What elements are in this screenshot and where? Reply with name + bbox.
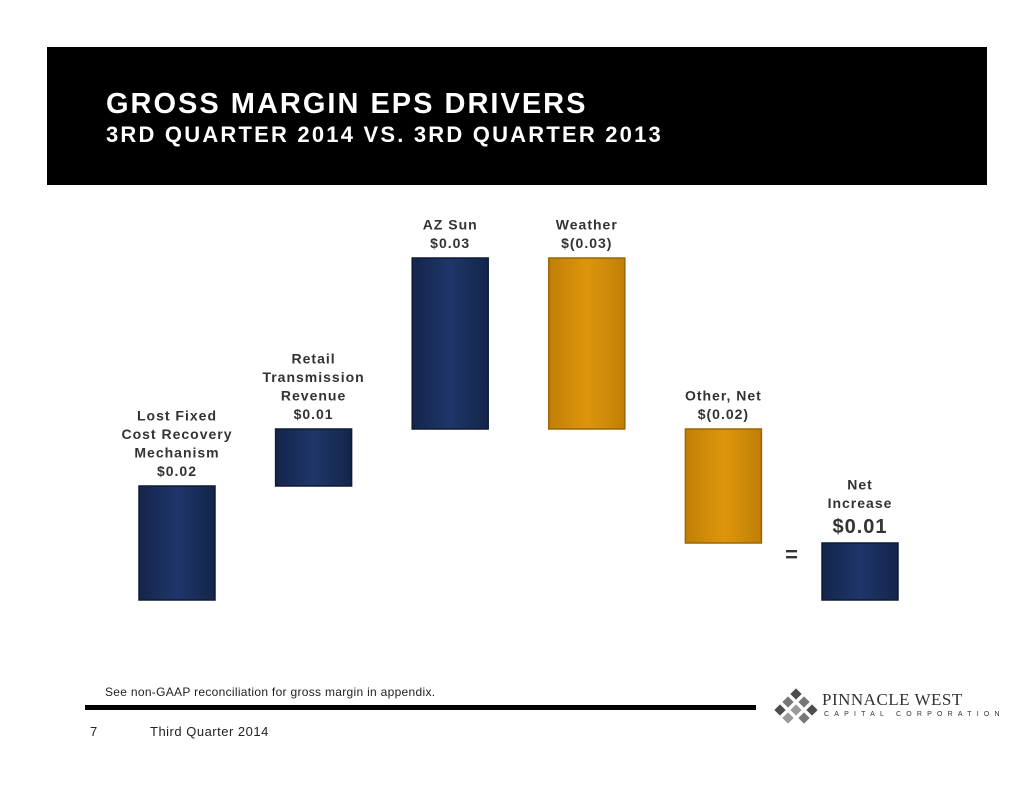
company-logo: PINNACLE WEST CAPITAL CORPORATION (770, 688, 1000, 728)
bar-category-label-5-1: Increase (828, 495, 893, 511)
bar-4 (684, 428, 763, 544)
bar-category-label-1-2: Revenue (281, 388, 346, 404)
bar-0 (138, 485, 216, 601)
bar-value-label-0: $0.02 (157, 463, 197, 479)
bar-1 (274, 428, 353, 487)
footer-rule (85, 705, 756, 710)
page-subtitle: 3RD QUARTER 2014 VS. 3RD QUARTER 2013 (106, 122, 663, 147)
bar-value-label-1: $0.01 (294, 406, 334, 422)
non-gaap-note: See non-GAAP reconciliation for gross ma… (105, 685, 436, 699)
bar-5 (821, 542, 899, 601)
bar-2 (411, 257, 489, 430)
eps-waterfall-chart: $0.02 Mechanism Cost Recovery Lost Fixed $0.… (121, 217, 899, 601)
bar-category-label-2-0: AZ Sun (423, 217, 478, 233)
bar-category-label-0-2: Mechanism (134, 445, 219, 461)
bar-value-label-4: $(0.02) (698, 406, 749, 422)
bar-value-label-2: $0.03 (430, 235, 470, 251)
logo-subtitle: CAPITAL CORPORATION (824, 711, 1005, 718)
bar-value-label-3: $(0.03) (561, 235, 612, 251)
page-number: 7 (90, 724, 98, 739)
diamond-logo-icon (774, 688, 818, 724)
bar-category-label-4-0: Other, Net (685, 388, 762, 404)
bar-category-label-5-0: Net (847, 477, 873, 493)
bar-category-label-0-1: Cost Recovery (121, 426, 232, 442)
bar-category-label-1-1: Transmission (262, 369, 364, 385)
bar-3 (548, 257, 626, 430)
bar-category-label-0-0: Lost Fixed (137, 408, 217, 424)
logo-name: PINNACLE WEST (822, 690, 963, 709)
header-banner (47, 47, 987, 185)
page-title: GROSS MARGIN EPS DRIVERS (106, 88, 588, 120)
equals-sign: = (785, 542, 799, 567)
bar-category-label-3-0: Weather (556, 217, 618, 233)
bar-category-label-1-0: Retail (292, 351, 336, 367)
bar-value-label-5: $0.01 (832, 516, 887, 538)
footer-text: Third Quarter 2014 (150, 724, 269, 739)
